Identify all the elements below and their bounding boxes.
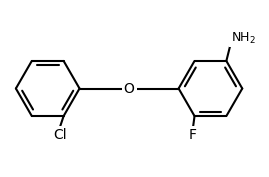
Text: NH$_2$: NH$_2$ (231, 31, 256, 46)
Text: O: O (124, 81, 134, 96)
Text: Cl: Cl (53, 128, 67, 142)
Text: F: F (189, 128, 197, 142)
